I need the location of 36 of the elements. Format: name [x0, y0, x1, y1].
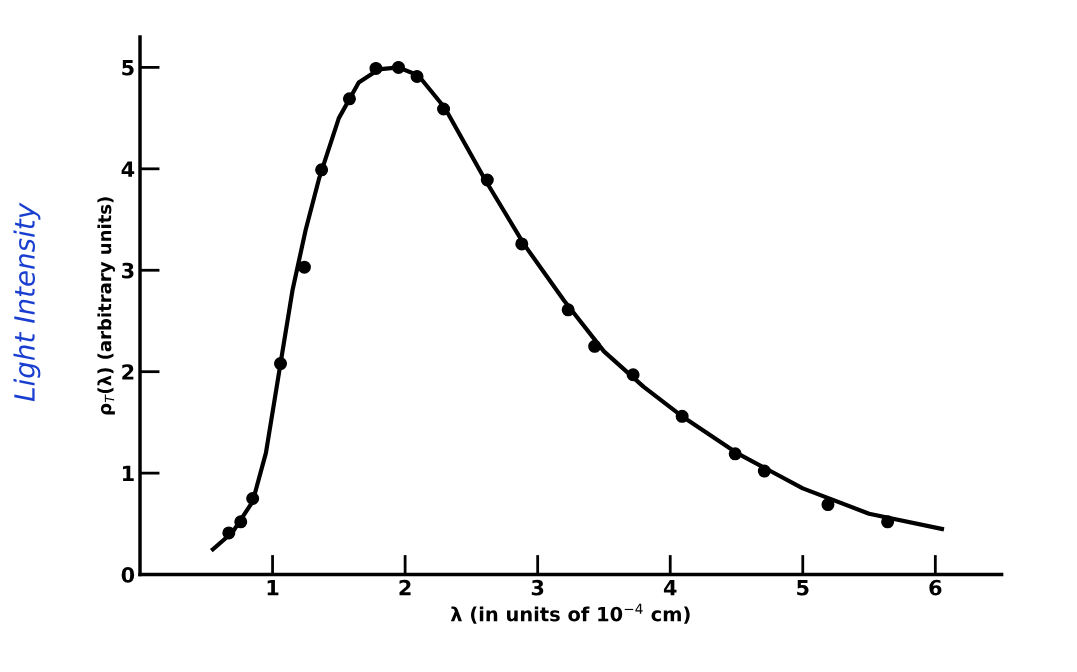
point: [315, 163, 329, 177]
point: [234, 515, 248, 529]
point: [369, 61, 383, 75]
x-tick-label: 6: [929, 579, 942, 596]
point: [480, 173, 494, 187]
x-tick-label: 4: [663, 580, 677, 596]
x-axis-title: λ (in units of 10$^{−4}$ cm): [450, 603, 690, 624]
y-tick-label: 2: [122, 364, 134, 380]
point: [222, 526, 236, 540]
point: [410, 70, 424, 84]
point: [561, 303, 575, 317]
point: [588, 339, 602, 353]
point: [757, 464, 771, 478]
point: [391, 60, 405, 74]
y-tick-label: 1: [123, 465, 134, 482]
point: [515, 237, 529, 251]
point: [728, 447, 742, 461]
point: [626, 368, 640, 382]
y-tick-label: 3: [122, 262, 134, 279]
point: [342, 92, 356, 106]
point: [437, 102, 451, 116]
point: [297, 260, 311, 274]
x-tick-label: 2: [399, 579, 411, 596]
y-tick-label: 0: [121, 567, 135, 583]
point: [274, 357, 288, 371]
text: Light Intensity: [13, 202, 41, 402]
point: [246, 491, 260, 505]
point: [821, 498, 835, 512]
x-tick-label: 5: [797, 580, 809, 596]
point: [675, 409, 689, 423]
x-tick-label: 3: [531, 579, 544, 596]
y-axis-title: ρ$_{T}$(λ) (arbitrary units): [97, 197, 116, 415]
y-tick-label: 4: [121, 161, 135, 177]
y-tick-label: 5: [122, 60, 134, 76]
point: [881, 515, 895, 529]
x-tick-label: 1: [267, 580, 279, 596]
